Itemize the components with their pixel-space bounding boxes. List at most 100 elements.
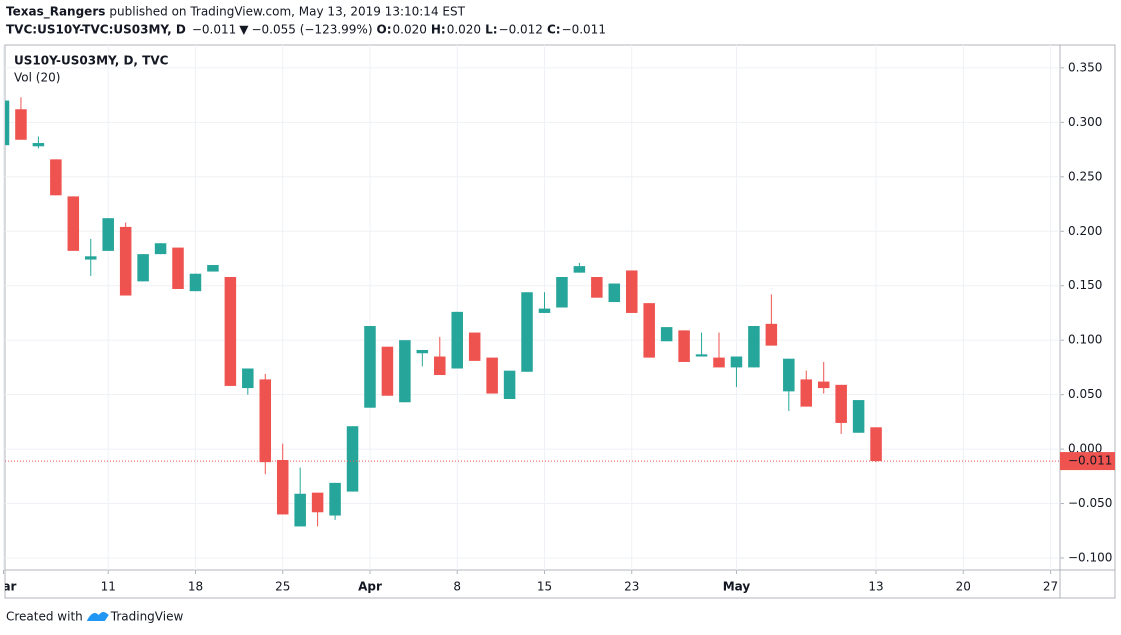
candle-body bbox=[695, 354, 708, 357]
header-text: −0.011 bbox=[562, 23, 606, 37]
y-tick-label: 0.300 bbox=[1068, 115, 1102, 129]
y-tick-label: 0.350 bbox=[1068, 60, 1102, 74]
candles bbox=[5, 97, 882, 527]
y-tick-label: 0.200 bbox=[1068, 224, 1102, 238]
candle-body bbox=[381, 346, 394, 396]
candle-body bbox=[364, 326, 376, 408]
candle-body bbox=[67, 196, 80, 251]
last-price-tag bbox=[1060, 452, 1115, 471]
candle-body bbox=[32, 143, 45, 147]
candle-body bbox=[311, 492, 324, 513]
candle-body bbox=[189, 273, 202, 292]
x-tick-label: Mar bbox=[0, 580, 17, 594]
y-tick-label: −0.100 bbox=[1068, 551, 1112, 565]
candle-body bbox=[224, 277, 237, 386]
candle-body bbox=[399, 340, 411, 403]
x-tick-label: May bbox=[723, 580, 751, 594]
y-tick-label: −0.050 bbox=[1068, 496, 1112, 510]
candle-body bbox=[294, 493, 306, 527]
x-tick-label: 20 bbox=[956, 580, 971, 594]
candle-body bbox=[102, 218, 114, 251]
x-tick-label: Apr bbox=[358, 580, 382, 594]
y-tick-label: 0.100 bbox=[1068, 333, 1102, 347]
grid bbox=[2, 45, 1060, 570]
candle-body bbox=[468, 332, 481, 361]
x-tick-label: 18 bbox=[188, 580, 203, 594]
header-text: 0.020 bbox=[447, 23, 481, 37]
candle-body bbox=[625, 270, 638, 313]
candle-body bbox=[416, 349, 429, 354]
x-tick-label: 23 bbox=[624, 580, 639, 594]
candle-body bbox=[643, 303, 655, 358]
header-text: 0.020 bbox=[393, 23, 427, 37]
legend-text: US10Y-US03MY, D, TVC bbox=[14, 54, 169, 68]
x-tick-label: 8 bbox=[453, 580, 461, 594]
chart-frame bbox=[4, 44, 1116, 599]
candle-body bbox=[137, 254, 149, 282]
header: Texas_Rangers published on TradingView.co… bbox=[6, 5, 606, 37]
header-text: O: bbox=[377, 23, 392, 37]
candle-body bbox=[870, 427, 882, 462]
candle-body bbox=[852, 400, 865, 433]
candle-body bbox=[119, 226, 132, 296]
candle-body bbox=[207, 265, 219, 272]
header-text: C: bbox=[547, 23, 561, 37]
candle-body bbox=[50, 159, 62, 196]
candle-body bbox=[730, 356, 743, 368]
candle-body bbox=[259, 379, 272, 463]
header-text: published on TradingView.com, May 13, 20… bbox=[109, 5, 465, 19]
candle-body bbox=[172, 247, 184, 289]
x-tick-label: 11 bbox=[101, 580, 116, 594]
x-tick-label: 25 bbox=[275, 580, 290, 594]
candle-body bbox=[276, 459, 289, 515]
x-tick-label: 13 bbox=[868, 580, 883, 594]
footer-brand: TradingView bbox=[110, 610, 184, 624]
candle-body bbox=[591, 277, 603, 298]
candle-body bbox=[434, 356, 446, 376]
candle-body bbox=[713, 357, 725, 368]
labels: US10Y-US03MY, D, TVC Vol (20) 0.350 0.300 0.… bbox=[2, 54, 1115, 574]
candle-body bbox=[329, 482, 341, 516]
candle-body bbox=[748, 326, 760, 368]
y-tick-label: 0.150 bbox=[1068, 278, 1102, 292]
header-text: ▼ bbox=[239, 23, 249, 37]
candle-body bbox=[5, 100, 10, 146]
header-text: TVC:US10Y-TVC:US03MY, D bbox=[6, 23, 186, 37]
candle-body bbox=[486, 357, 498, 394]
x-tick-label: 27 bbox=[1043, 580, 1058, 594]
header-text: Texas_Rangers bbox=[6, 5, 105, 20]
candle-body bbox=[573, 266, 586, 273]
legend-text: Vol (20) bbox=[14, 71, 60, 85]
candle-body bbox=[15, 109, 27, 140]
candle-body bbox=[556, 277, 568, 308]
header-text: L: bbox=[485, 23, 497, 37]
candle-body bbox=[538, 308, 551, 313]
candle-body bbox=[84, 256, 97, 260]
header-text: −0.011 bbox=[192, 23, 236, 37]
candle-body bbox=[783, 358, 795, 392]
footer-text: Created with bbox=[6, 610, 83, 624]
brand-logo bbox=[86, 612, 109, 621]
candle-body bbox=[451, 311, 463, 369]
x-tick-labels: Mar 11 18 25 Apr 8 15 23 May 13 20 27 bbox=[0, 580, 1058, 594]
y-tick-label: 0.050 bbox=[1068, 387, 1102, 401]
candle-body bbox=[835, 384, 847, 423]
candle-body bbox=[678, 330, 690, 362]
y-tick-label: 0.250 bbox=[1068, 169, 1102, 183]
header-text: −0.055 (−123.99%) bbox=[251, 23, 372, 37]
candle-body bbox=[660, 327, 673, 342]
candle-body bbox=[817, 381, 830, 389]
x-tick-label: 15 bbox=[537, 580, 552, 594]
candle-body bbox=[521, 292, 533, 372]
header-text: −0.012 bbox=[499, 23, 543, 37]
candle-body bbox=[800, 379, 813, 407]
candle-body bbox=[765, 323, 778, 346]
header-text: H: bbox=[431, 23, 446, 37]
candle-body bbox=[503, 370, 516, 399]
candle-body bbox=[242, 368, 254, 389]
candle-body bbox=[608, 283, 621, 303]
last-price-label: −0.011 bbox=[1068, 454, 1112, 468]
candle-body bbox=[346, 426, 359, 492]
